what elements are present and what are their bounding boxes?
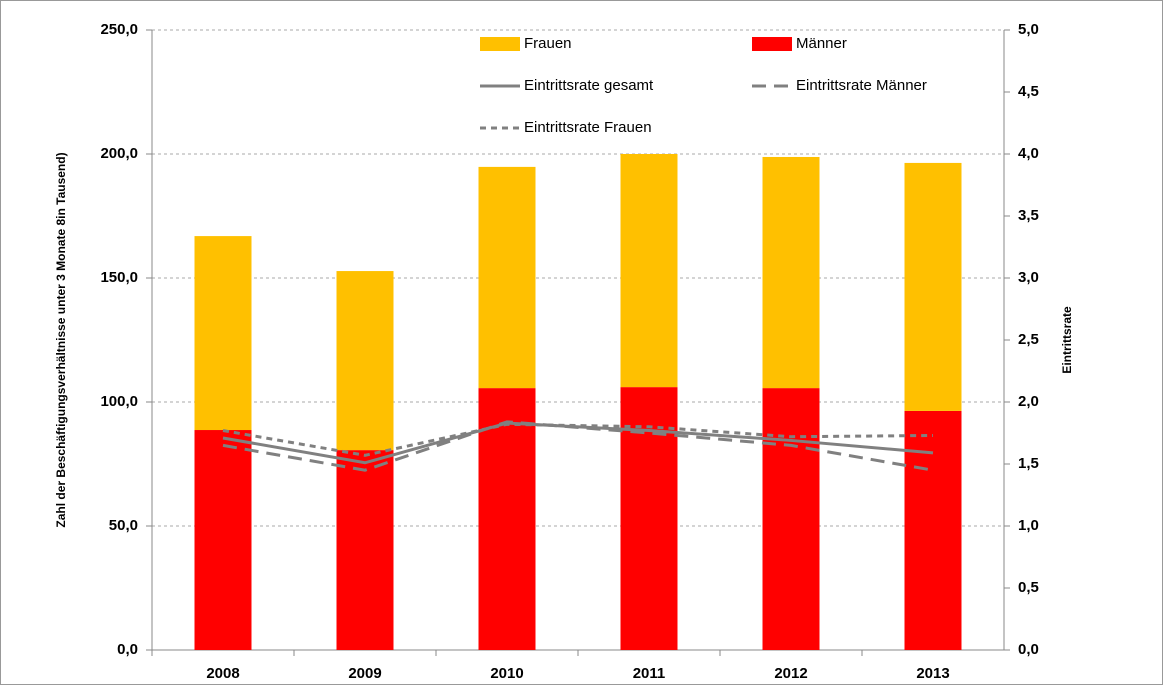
y-tick-label: 200,0 [100,145,138,162]
legend-label: Männer [796,35,847,52]
x-tick-label: 2013 [916,665,949,682]
legend-label: Eintrittsrate gesamt [524,77,654,94]
y-tick-label: 50,0 [109,517,138,534]
legend-label: Frauen [524,35,572,52]
y2-tick-label: 1,5 [1018,455,1039,472]
legend-label: Eintrittsrate Männer [796,77,927,94]
y-tick-label: 100,0 [100,393,138,410]
bar [478,388,536,650]
bar [194,430,252,650]
bar [478,166,536,389]
y2-tick-label: 5,0 [1018,21,1039,38]
y2-tick-label: 1,0 [1018,517,1039,534]
y-tick-label: 150,0 [100,269,138,286]
y-tick-label: 0,0 [117,641,138,658]
y-axis-label: Zahl der Beschäftigungsverhältnisse unte… [54,152,68,527]
line [222,421,934,465]
line [222,422,934,457]
x-tick-label: 2008 [206,665,239,682]
y2-tick-label: 2,0 [1018,393,1039,410]
y2-tick-label: 4,0 [1018,145,1039,162]
y2-tick-label: 3,5 [1018,207,1039,224]
legend-label: Eintrittsrate Frauen [524,119,652,136]
y2-tick-label: 0,5 [1018,579,1039,596]
x-tick-label: 2011 [633,665,666,682]
bar [336,271,394,451]
x-tick-label: 2010 [490,665,523,682]
legend-swatch [480,37,520,51]
y2-tick-label: 2,5 [1018,331,1039,348]
bar [194,236,252,431]
legend-swatch [752,37,792,51]
y2-axis-label: Eintrittsrate [1060,306,1074,374]
y-tick-label: 250,0 [100,21,138,38]
x-tick-label: 2012 [774,665,807,682]
bar [904,410,962,650]
line [222,420,934,472]
bar [762,156,820,389]
y2-tick-label: 4,5 [1018,83,1039,100]
y2-tick-label: 0,0 [1018,641,1039,658]
x-tick-label: 2009 [348,665,381,682]
bar [336,450,394,650]
y2-tick-label: 3,0 [1018,269,1039,286]
bar [904,162,962,411]
bar [762,388,820,650]
bar [620,154,678,388]
